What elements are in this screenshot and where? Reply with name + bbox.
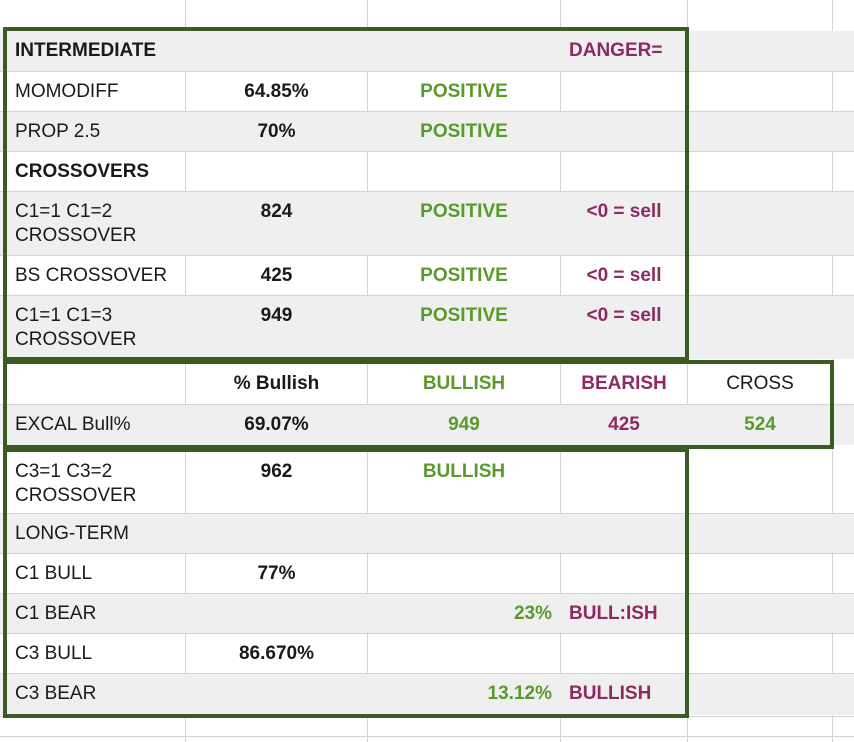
cell-label[interactable]: C1=1 C1=3 CROSSOVER [15, 296, 185, 359]
table-row: PROP 2.5 70% POSITIVE [0, 112, 854, 151]
cell-extra[interactable] [688, 514, 832, 553]
table-row: C3=1 C3=2 CROSSOVER 962 BULLISH [0, 452, 854, 513]
table-row: LONG-TERM [0, 514, 854, 553]
cell-status[interactable]: 13.12% [487, 683, 552, 704]
row-divider [0, 404, 854, 405]
cell-extra[interactable] [688, 296, 832, 359]
cell-extra[interactable] [688, 256, 832, 295]
row-divider [0, 295, 854, 296]
cell-extra[interactable] [688, 674, 832, 715]
cell-extra[interactable] [688, 112, 832, 151]
table-row: EXCAL Bull% 69.07% 949 425 524 [0, 405, 854, 445]
row-divider [0, 673, 854, 674]
cell-label[interactable]: CROSSOVERS [15, 161, 150, 182]
cell-extra[interactable] [688, 554, 832, 593]
cell-cross-count[interactable]: 524 [744, 414, 776, 435]
cell-status[interactable]: POSITIVE [420, 81, 508, 102]
cell-extra[interactable] [688, 152, 832, 191]
cell-note[interactable]: <0 = sell [586, 305, 662, 326]
cell-label[interactable]: C1=1 C1=2 CROSSOVER [15, 192, 185, 255]
table-row: BS CROSSOVER 425 POSITIVE <0 = sell [0, 256, 854, 295]
cell-bearish-count[interactable]: 425 [608, 414, 640, 435]
table-row: CROSSOVERS [0, 152, 854, 191]
cell-label[interactable]: PROP 2.5 [15, 121, 101, 142]
cell-label-line: CROSSOVER [15, 329, 137, 350]
cell-label[interactable]: C3 BEAR [15, 683, 97, 704]
cell-value[interactable]: 69.07% [244, 414, 309, 435]
cell-note[interactable]: DANGER= [569, 40, 663, 61]
cell-status[interactable]: 23% [513, 603, 552, 624]
cell-label[interactable]: MOMODIFF [15, 81, 119, 102]
row-divider [0, 255, 854, 256]
cell-extra[interactable] [688, 31, 832, 71]
column-header-bearish[interactable]: BEARISH [581, 373, 667, 394]
row-divider [0, 191, 854, 192]
cell-value[interactable]: 70% [257, 121, 296, 142]
cell-value[interactable]: 962 [260, 461, 293, 482]
column-divider [185, 0, 186, 742]
cell-status[interactable]: POSITIVE [420, 121, 508, 142]
cell-label[interactable]: EXCAL Bull% [15, 414, 131, 435]
cell-value[interactable]: 77% [257, 563, 296, 584]
cell-note[interactable]: BULL:ISH [569, 603, 658, 624]
row-divider [0, 111, 854, 112]
cell-label-line: CROSSOVER [15, 225, 137, 246]
column-divider [367, 0, 368, 742]
cell-note[interactable]: <0 = sell [586, 265, 662, 286]
cell-label-line: C1=1 C1=2 [15, 201, 113, 222]
cell-status[interactable]: BULLISH [422, 461, 506, 482]
cell-bullish-count[interactable]: 949 [448, 414, 480, 435]
cell-status[interactable]: POSITIVE [420, 305, 508, 326]
cell-note[interactable]: BULLISH [569, 683, 652, 704]
cell-value[interactable]: 824 [260, 201, 293, 222]
table-row: C1=1 C1=2 CROSSOVER 824 POSITIVE <0 = se… [0, 192, 854, 255]
column-divider [560, 0, 561, 742]
cell-label-line: C1=1 C1=3 [15, 305, 113, 326]
range-border-excal [3, 360, 834, 449]
cell-label-line: C3=1 C3=2 [15, 461, 113, 482]
range-border-long-term [3, 448, 689, 718]
cell-value[interactable]: 86.670% [238, 643, 314, 664]
range-border-intermediate [3, 27, 689, 361]
row-divider [0, 553, 854, 554]
column-header-bullish-pct[interactable]: % Bullish [233, 373, 320, 394]
column-divider [687, 0, 688, 742]
cell-label[interactable]: C1 BEAR [15, 603, 97, 624]
table-row: C1=1 C1=3 CROSSOVER 949 POSITIVE <0 = se… [0, 296, 854, 359]
cell-extra[interactable] [688, 634, 832, 673]
cell-status[interactable]: POSITIVE [420, 265, 508, 286]
table-row: C1 BULL 77% [0, 554, 854, 593]
cell-status[interactable]: POSITIVE [420, 201, 508, 222]
cell-extra[interactable] [688, 594, 832, 633]
cell-label[interactable]: LONG-TERM [15, 523, 129, 544]
row-divider [0, 71, 854, 72]
cell-label[interactable]: BS CROSSOVER [15, 265, 168, 286]
row-divider [0, 151, 854, 152]
cell-note[interactable]: <0 = sell [586, 201, 662, 222]
table-row: % Bullish BULLISH BEARISH CROSS [0, 364, 854, 404]
row-divider [0, 736, 854, 737]
row-divider [0, 513, 854, 514]
table-row: INTERMEDIATE DANGER= [0, 31, 854, 71]
cell-extra[interactable] [688, 452, 832, 513]
cell-extra[interactable] [688, 192, 832, 255]
row-divider [0, 633, 854, 634]
cell-label[interactable]: C3=1 C3=2 CROSSOVER [15, 452, 185, 513]
cell-value[interactable]: 64.85% [244, 81, 309, 102]
cell-label[interactable]: INTERMEDIATE [15, 40, 157, 61]
cell-label-line: CROSSOVER [15, 485, 137, 506]
table-row: MOMODIFF 64.85% POSITIVE [0, 72, 854, 111]
column-header-cross[interactable]: CROSS [726, 373, 794, 394]
cell-extra[interactable] [688, 72, 832, 111]
cell-label[interactable]: C3 BULL [15, 643, 93, 664]
column-header-bullish[interactable]: BULLISH [422, 373, 506, 394]
table-row: C1 BEAR 23% BULL:ISH [0, 594, 854, 633]
table-row: C3 BEAR 13.12% BULLISH [0, 674, 854, 715]
cell-value[interactable]: 425 [260, 265, 293, 286]
row-divider [0, 593, 854, 594]
cell-value[interactable]: 949 [260, 305, 293, 326]
table-row: C3 BULL 86.670% [0, 634, 854, 673]
cell-label[interactable]: C1 BULL [15, 563, 93, 584]
